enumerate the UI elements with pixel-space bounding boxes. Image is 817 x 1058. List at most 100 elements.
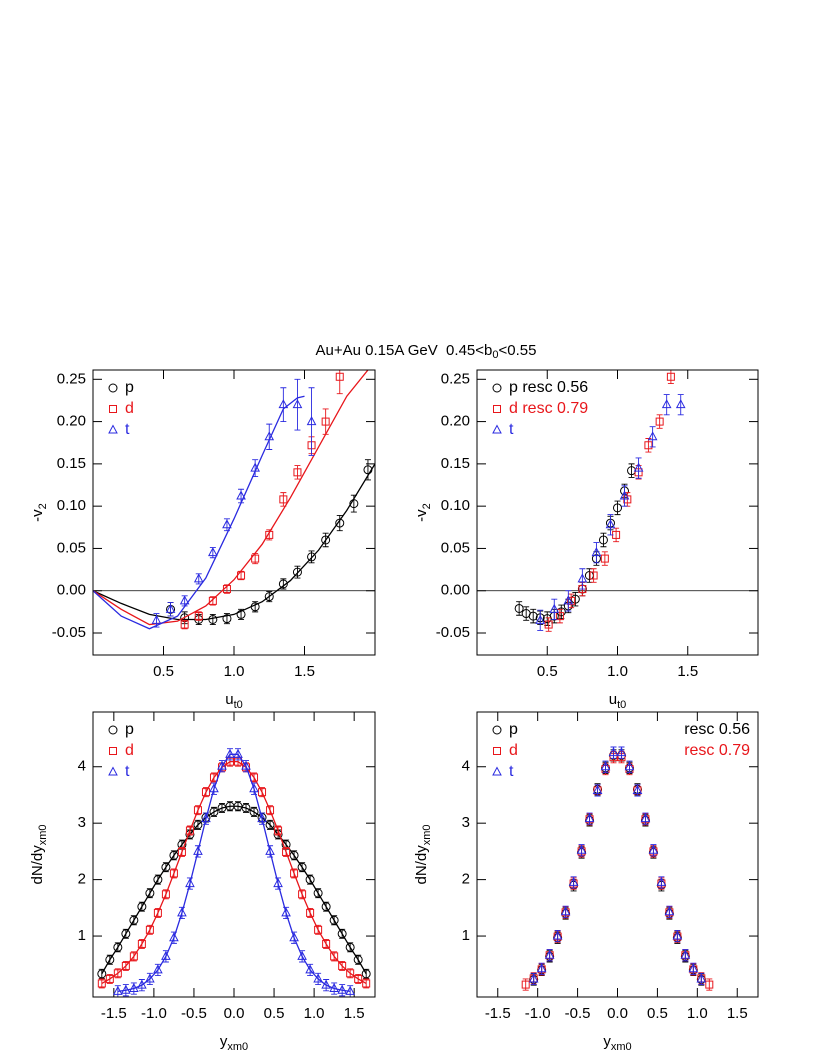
marker (121, 984, 131, 994)
marker (265, 530, 274, 539)
legend-marker (109, 405, 117, 413)
marker (362, 979, 371, 988)
marker (696, 973, 707, 983)
marker (264, 592, 274, 602)
marker (345, 985, 355, 995)
legend-item: d (109, 742, 134, 759)
error-bar (130, 915, 137, 926)
plot-area (514, 370, 686, 632)
legend-label: d (509, 742, 518, 759)
legend-label: d resc 0.79 (509, 400, 588, 417)
marker (180, 620, 189, 629)
marker (161, 890, 170, 899)
error-bar (336, 515, 343, 532)
marker (640, 813, 651, 823)
error-bar (545, 617, 552, 632)
y-tick-label: 0.00 (57, 582, 86, 599)
marker (337, 984, 347, 994)
x-tick-label: 1.0 (304, 1005, 325, 1022)
marker (528, 973, 539, 983)
fit-curve (101, 761, 367, 985)
marker (349, 499, 359, 509)
y-tick-label: 0.15 (57, 455, 86, 472)
error-bar (280, 387, 287, 423)
legend-item: d (109, 400, 134, 417)
marker (305, 875, 315, 885)
marker (185, 826, 194, 835)
marker (250, 602, 260, 612)
marker (151, 614, 162, 624)
plot-area (521, 746, 714, 991)
legend-label: d (125, 742, 134, 759)
legend-label: t (509, 763, 514, 780)
legend-marker (492, 383, 502, 393)
error-bar (194, 819, 201, 830)
y-tick-label: 1 (462, 927, 470, 944)
marker (222, 614, 232, 624)
marker (337, 929, 347, 939)
error-bar (223, 613, 230, 625)
marker (193, 845, 203, 855)
error-bar (209, 613, 216, 626)
marker (145, 973, 155, 983)
marker (536, 963, 547, 973)
label-text: -v (29, 509, 46, 522)
legend-item: t (492, 421, 514, 438)
marker (363, 465, 373, 475)
x-tick-label: 1.0 (687, 1005, 708, 1022)
legend-item: p (492, 721, 518, 738)
fit-curve (93, 463, 375, 621)
marker (560, 906, 571, 916)
marker (129, 915, 139, 925)
marker (113, 942, 123, 952)
x-tick-label: 1.5 (677, 663, 698, 680)
error-bar (209, 596, 216, 606)
marker (600, 761, 611, 771)
y-tick-label: 0.10 (441, 497, 470, 514)
legend-item: t (108, 763, 130, 780)
marker (201, 813, 211, 823)
legend-label: t (125, 763, 130, 780)
marker (278, 579, 288, 589)
label-text: dN/dy (29, 845, 46, 885)
error-bar (252, 601, 259, 613)
error-bar (280, 492, 287, 507)
marker (145, 925, 154, 934)
marker (608, 747, 619, 757)
error-bar (590, 568, 597, 583)
legend-marker (109, 747, 117, 755)
label-text: -v (413, 509, 430, 522)
marker (535, 614, 546, 624)
plot-area (93, 370, 375, 630)
y-tick-label: 0.05 (57, 539, 86, 556)
fit-curve (117, 753, 351, 993)
marker (329, 982, 339, 993)
marker (208, 614, 218, 624)
annotation: resc 0.79 (684, 742, 750, 759)
x-tick-label: -0.5 (181, 1005, 207, 1022)
marker (251, 554, 260, 563)
error-bar (593, 542, 600, 564)
error-bar (291, 850, 298, 861)
marker (208, 547, 218, 557)
error-bar (114, 942, 121, 953)
legend-item: p (108, 379, 134, 396)
marker (169, 932, 179, 942)
error-bar (556, 608, 563, 624)
error-bar (322, 408, 329, 435)
marker (194, 612, 203, 621)
label-sub: t0 (234, 699, 243, 711)
legend-marker (108, 424, 118, 434)
x-tick-label: 0.5 (647, 1005, 668, 1022)
error-bar (195, 611, 202, 621)
error-bar (218, 802, 225, 813)
legend-item: p (108, 721, 134, 738)
marker (153, 964, 163, 974)
marker (208, 596, 217, 605)
title-sub: 0 (492, 349, 498, 361)
error-bar (601, 551, 608, 566)
fit-curve (93, 395, 305, 630)
label-text: y (603, 1033, 611, 1050)
marker (584, 813, 595, 823)
x-tick-label: 1.5 (344, 1005, 365, 1022)
